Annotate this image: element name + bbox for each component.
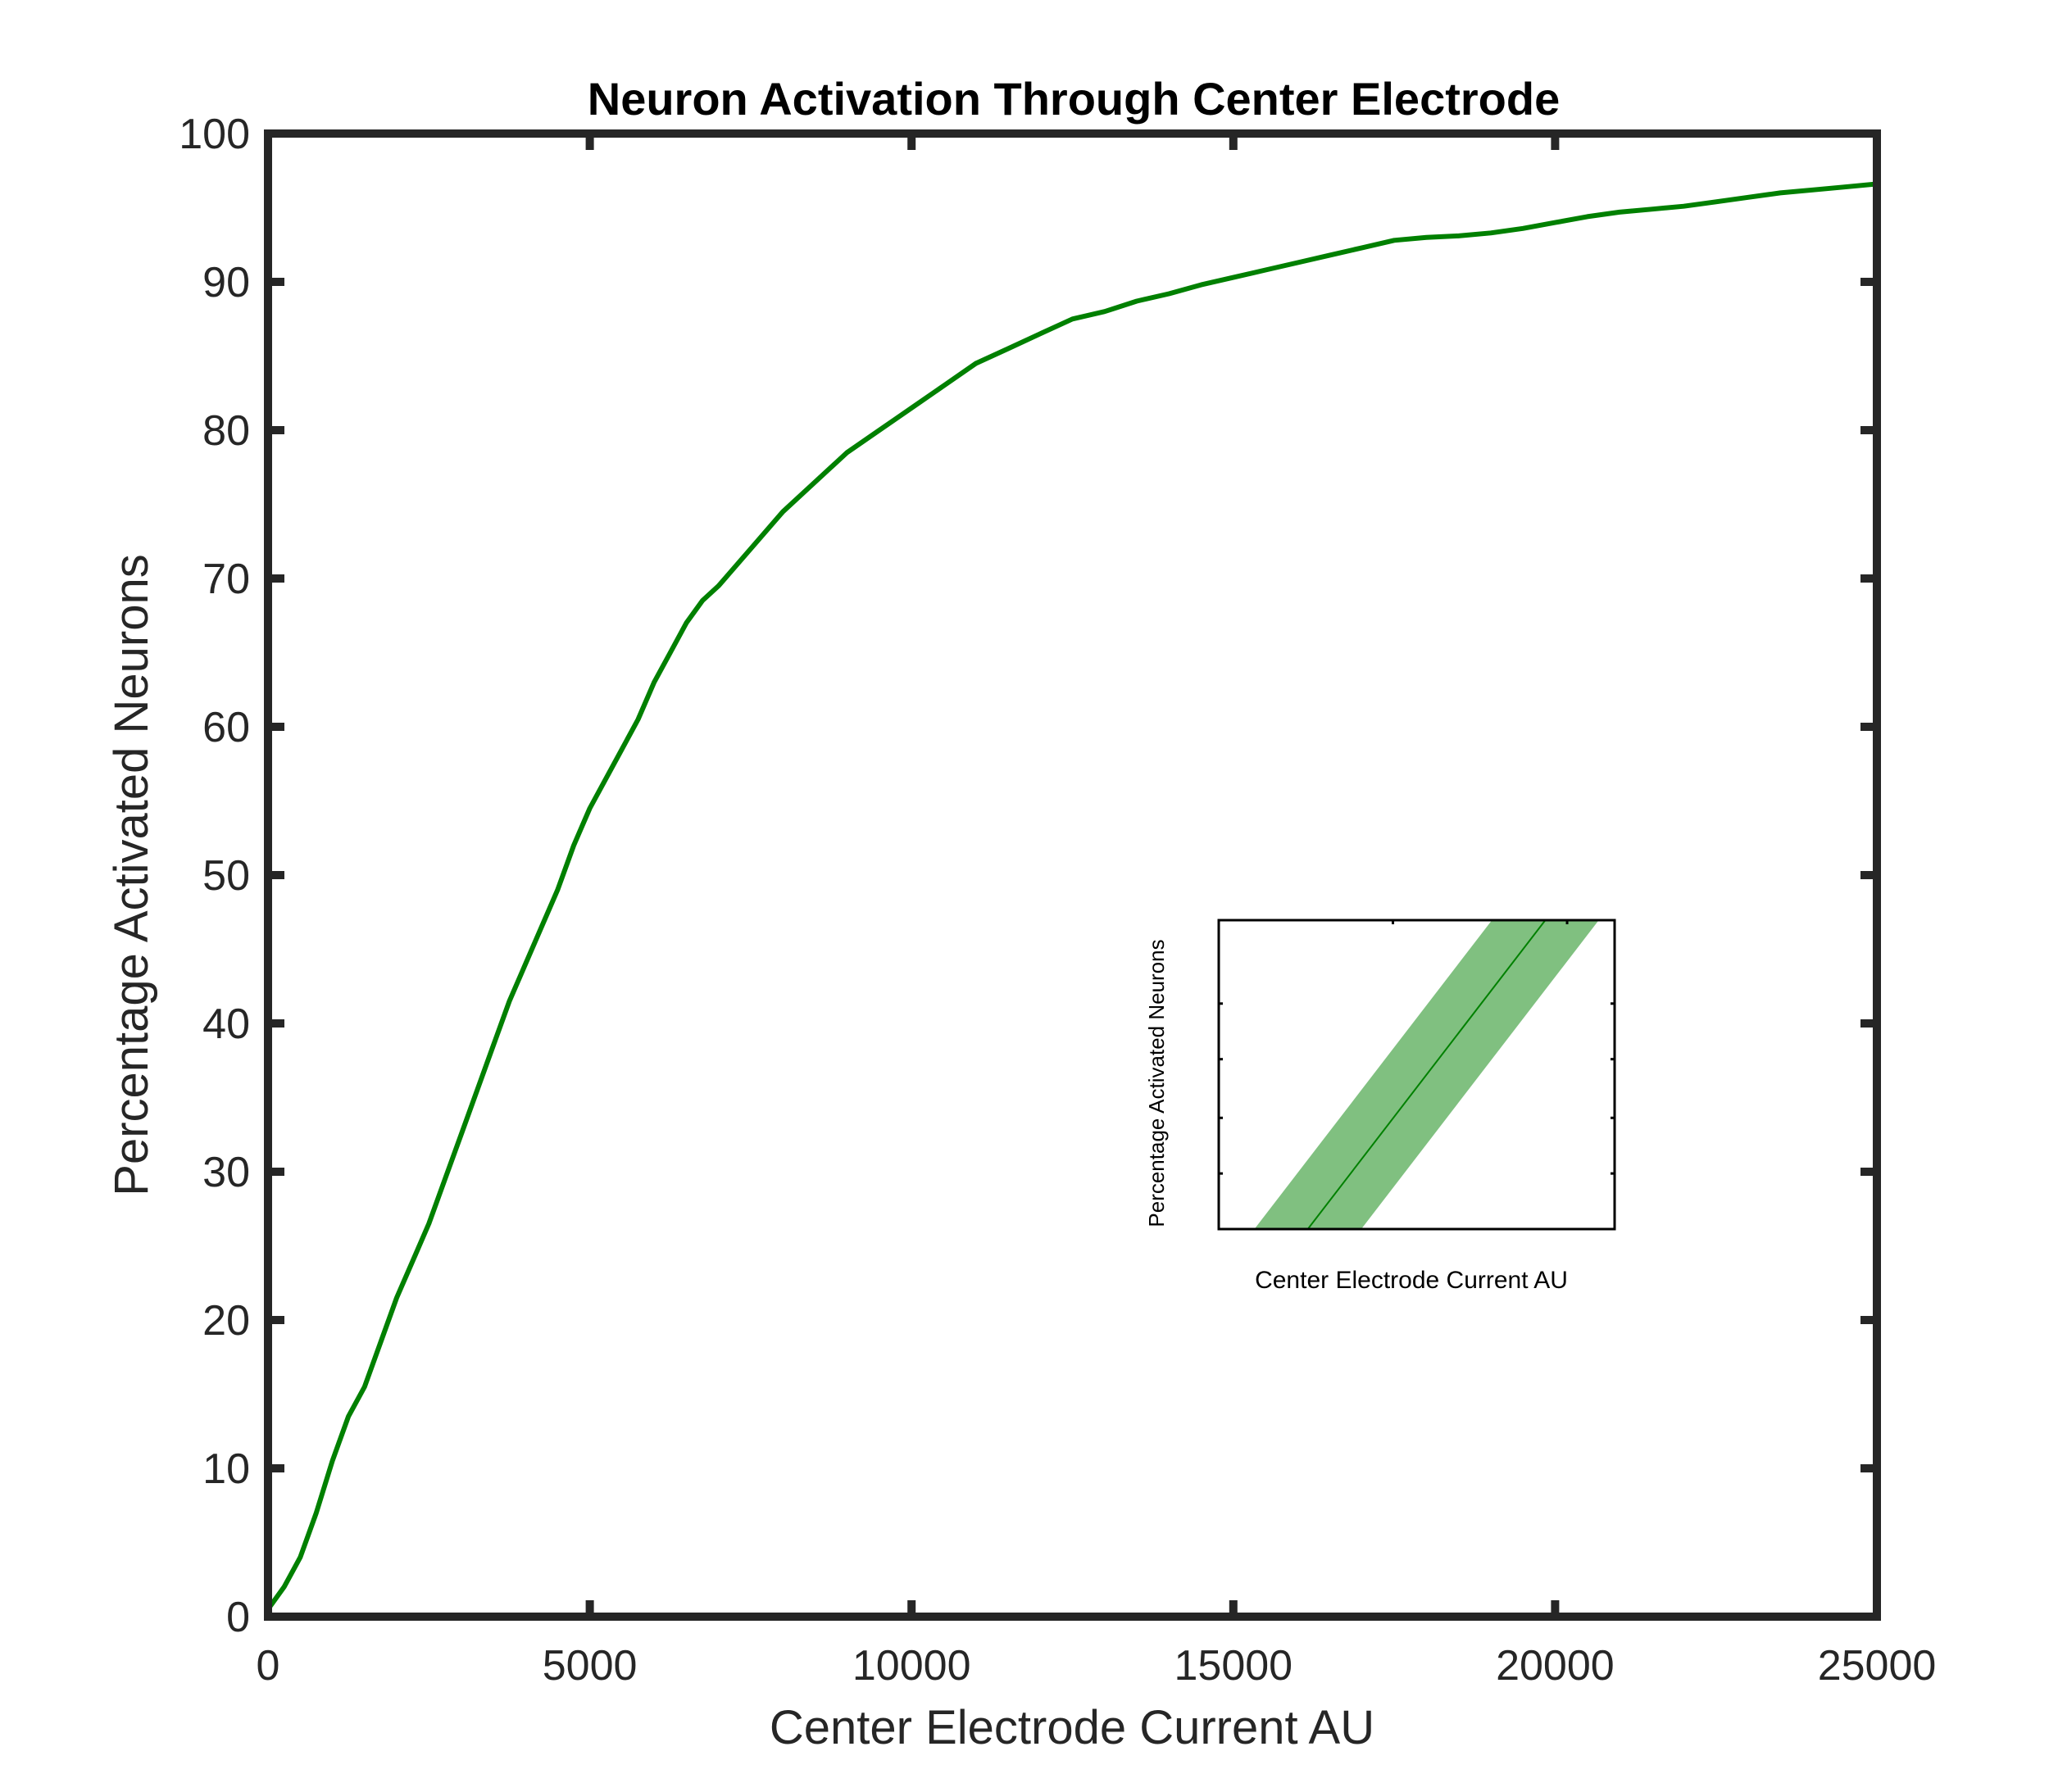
x-tick-label: 5000 <box>543 1642 638 1690</box>
y-tick-label: 30 <box>202 1149 250 1196</box>
inset-tick-group <box>1219 920 1615 1175</box>
inset-y-axis-label: Percentage Activated Neurons <box>1144 939 1169 1227</box>
series-line-0 <box>266 181 1879 1612</box>
y-tick-label: 80 <box>202 407 250 455</box>
y-tick-group: 0 10 20 30 40 50 60 70 80 90 100 <box>179 111 1877 1641</box>
inset-series-line-0 <box>1306 920 1547 1229</box>
main-chart: Neuron Activation Through Center Electro… <box>105 73 1936 1754</box>
inset-plot-frame <box>1217 919 1616 1231</box>
y-tick-label: 10 <box>202 1445 250 1493</box>
y-tick-label: 70 <box>202 556 250 603</box>
x-tick-label: 20000 <box>1496 1642 1615 1690</box>
main-series-group <box>266 181 1879 1612</box>
x-axis-label: Center Electrode Current AU <box>770 1701 1374 1754</box>
y-tick-label: 50 <box>202 852 250 900</box>
y-tick-label: 40 <box>202 1000 250 1048</box>
inset-series-group <box>1254 920 1599 1229</box>
y-tick-label: 20 <box>202 1297 250 1345</box>
x-tick-label: 10000 <box>852 1642 971 1690</box>
y-tick-label: 60 <box>202 704 250 751</box>
y-tick-label: 100 <box>179 111 250 158</box>
plot-area-frame <box>264 129 1881 1621</box>
y-axis-label: Percentage Activated Neurons <box>105 554 158 1195</box>
y-tick-label: 90 <box>202 259 250 306</box>
inset-x-axis-label: Center Electrode Current AU <box>1255 1267 1568 1294</box>
x-tick-label: 0 <box>257 1642 280 1690</box>
chart-title: Neuron Activation Through Center Electro… <box>588 73 1560 125</box>
y-tick-label: 0 <box>226 1594 250 1641</box>
x-tick-label: 15000 <box>1174 1642 1293 1690</box>
x-tick-label: 25000 <box>1818 1642 1937 1690</box>
x-tick-group: 0 5000 10000 15000 20000 25000 <box>257 134 1937 1690</box>
inset-chart: Center Electrode Current AU Percentage A… <box>1144 919 1616 1294</box>
